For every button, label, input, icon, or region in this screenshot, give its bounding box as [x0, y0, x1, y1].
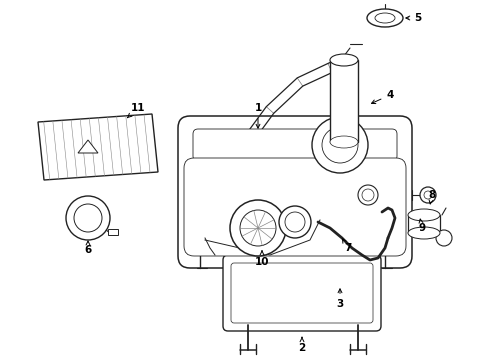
FancyBboxPatch shape	[178, 116, 412, 268]
Ellipse shape	[330, 54, 358, 66]
Circle shape	[66, 196, 110, 240]
Circle shape	[312, 117, 368, 173]
Ellipse shape	[330, 136, 358, 148]
Bar	[108, 229, 118, 235]
Circle shape	[240, 210, 276, 246]
Ellipse shape	[408, 227, 440, 239]
Text: 11: 11	[127, 103, 145, 118]
Circle shape	[362, 189, 374, 201]
Text: 2: 2	[298, 337, 306, 353]
Bar	[330, 60, 358, 142]
Text: 8: 8	[428, 190, 436, 204]
Circle shape	[279, 206, 311, 238]
FancyBboxPatch shape	[193, 129, 397, 161]
Ellipse shape	[367, 9, 403, 27]
Text: 4: 4	[371, 90, 393, 104]
Text: 10: 10	[255, 251, 269, 267]
Ellipse shape	[343, 55, 353, 65]
Circle shape	[322, 127, 358, 163]
Bar	[408, 215, 440, 233]
Ellipse shape	[408, 209, 440, 221]
Polygon shape	[38, 114, 158, 180]
Circle shape	[420, 187, 436, 203]
Circle shape	[230, 200, 286, 256]
Circle shape	[436, 230, 452, 246]
Circle shape	[424, 191, 432, 199]
Text: 6: 6	[84, 241, 92, 255]
Text: 3: 3	[336, 289, 343, 309]
FancyBboxPatch shape	[231, 263, 373, 323]
Text: 9: 9	[418, 219, 425, 233]
Text: 1: 1	[254, 103, 262, 128]
FancyBboxPatch shape	[184, 158, 406, 256]
Text: 5: 5	[406, 13, 421, 23]
Circle shape	[74, 204, 102, 232]
Circle shape	[285, 212, 305, 232]
Polygon shape	[78, 140, 98, 153]
FancyBboxPatch shape	[223, 255, 381, 331]
Circle shape	[358, 185, 378, 205]
Text: 7: 7	[343, 239, 352, 253]
Ellipse shape	[375, 13, 395, 23]
